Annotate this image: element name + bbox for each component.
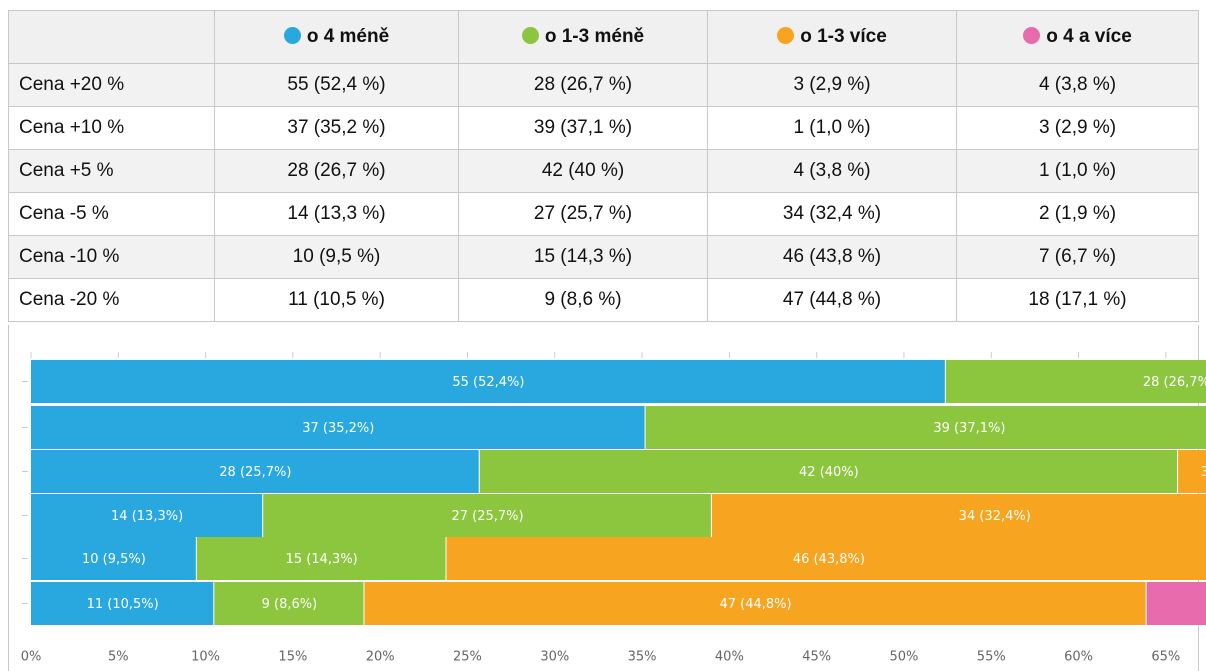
corner-cell: [8, 10, 215, 64]
plot-area: 55 (52,4%) 37 (35,2%) 28 (25,7%) 14 (13,3%)…: [31, 360, 1206, 625]
bar-label: 42 (40%): [799, 465, 859, 480]
bar-segment: [645, 406, 1206, 449]
table-cell: 1 (1,0 %): [956, 149, 1199, 193]
column-header-text: o 1-3 více: [800, 26, 887, 47]
table-row: Cena -20 % 11 (10,5 %) 9 (8,6 %) 47 (44,8 %…: [8, 278, 1199, 322]
legend-dot: [777, 27, 795, 44]
table-cell: 18 (17,1 %): [956, 278, 1199, 322]
row-label: Cena -10 %: [8, 235, 215, 279]
header-row: o 4 méně o 1-3 méně o 1-3 více o 4 a více: [8, 10, 1199, 64]
table-row: Cena +10 % 37 (35,2 %) 39 (37,1 %) 1 (1,0 %…: [8, 106, 1199, 150]
x-tick-label: 40%: [715, 650, 744, 665]
legend-dot: [1023, 27, 1041, 44]
bar-segment: [196, 537, 446, 580]
table-cell: 9 (8,6 %): [458, 278, 708, 322]
row-label: Cena +20 %: [8, 63, 215, 107]
bar-label: 15 (14,3%): [286, 552, 358, 567]
bar-segment: [31, 360, 945, 403]
bar-segment: [1178, 450, 1206, 493]
x-tick-label: 30%: [540, 650, 569, 665]
bar-label: 46 (43,8%): [793, 552, 865, 567]
bar-segment: [479, 450, 1178, 493]
column-header-text: o 4 méně: [306, 26, 390, 47]
x-tick-label: 10%: [191, 650, 220, 665]
bar-segment: [945, 360, 1206, 403]
table-cell: 2 (1,9 %): [956, 192, 1199, 236]
column-header-text: o 1-3 méně: [544, 26, 645, 47]
x-tick-label: 50%: [890, 650, 919, 665]
bar-label: 3,8: [1201, 465, 1206, 480]
table-cell: 37 (35,2 %): [214, 106, 459, 150]
row-label: Cena +10 %: [8, 106, 215, 150]
bar-segment: [31, 537, 196, 580]
bar-label: 39 (37,1%): [933, 421, 1005, 436]
bar-segment: [31, 450, 479, 493]
bar-label: 10 (9,5%): [82, 552, 146, 567]
x-tick-label: 15%: [278, 650, 307, 665]
bar-segment: [364, 582, 1146, 625]
table-cell: 7 (6,7 %): [956, 235, 1199, 279]
table-cell: 15 (14,3 %): [458, 235, 708, 279]
bar-label: 34 (32,4%): [959, 509, 1031, 524]
bar-segment: [214, 582, 364, 625]
bar-label: 11 (10,5%): [87, 597, 159, 612]
table-cell: 34 (32,4 %): [707, 192, 957, 236]
legend-dot: [283, 27, 301, 44]
data-table: o 4 méně o 1-3 méně o 1-3 více o 4 a více C…: [8, 10, 1199, 322]
x-tick-label: 45%: [802, 650, 831, 665]
table-cell: 4 (3,8 %): [707, 149, 957, 193]
bar-segment: [263, 494, 711, 537]
bar-label: 55 (52,4%): [452, 375, 524, 390]
row-label: Cena +5 %: [8, 149, 215, 193]
x-tick-label: 20%: [366, 650, 395, 665]
table-cell: 4 (3,8 %): [956, 63, 1199, 107]
table-cell: 55 (52,4 %): [214, 63, 459, 107]
column-header: o 1-3 více: [707, 10, 957, 64]
bar-label: 28 (25,7%): [219, 465, 291, 480]
table-cell: 14 (13,3 %): [214, 192, 459, 236]
x-tick-label: 5%: [108, 650, 129, 665]
legend-dot: [521, 27, 539, 44]
bar-label: 37 (35,2%): [302, 421, 374, 436]
column-header-text: o 4 a více: [1046, 26, 1132, 47]
bar-segment: [31, 406, 645, 449]
table-cell: 39 (37,1 %): [458, 106, 708, 150]
bar-segment: [711, 494, 1206, 537]
table-cell: 27 (25,7 %): [458, 192, 708, 236]
x-tick-label: 60%: [1064, 650, 1093, 665]
table-row: Cena +20 % 55 (52,4 %) 28 (26,7 %) 3 (2,9 %…: [8, 63, 1199, 107]
bar-segment: [1146, 582, 1206, 625]
table-cell: 1 (1,0 %): [707, 106, 957, 150]
bar-segment: [446, 537, 1206, 580]
bar-label: 27 (25,7%): [451, 509, 523, 524]
bar-label: 14 (13,3%): [111, 509, 183, 524]
table-cell: 47 (44,8 %): [707, 278, 957, 322]
table-cell: 46 (43,8 %): [707, 235, 957, 279]
table-cell: 3 (2,9 %): [707, 63, 957, 107]
x-tick-label: 65%: [1151, 650, 1180, 665]
table-cell: 10 (9,5 %): [214, 235, 459, 279]
bar-label: 28 (26,7%): [1143, 375, 1206, 390]
bar-label: 9 (8,6%): [262, 597, 318, 612]
table-cell: 11 (10,5 %): [214, 278, 459, 322]
bar-segment: [31, 582, 214, 625]
bar-label: 47 (44,8%): [719, 597, 791, 612]
table-row: Cena -10 % 10 (9,5 %) 15 (14,3 %) 46 (43,8 …: [8, 235, 1199, 279]
table-cell: 3 (2,9 %): [956, 106, 1199, 150]
x-tick-label: 25%: [453, 650, 482, 665]
x-tick-label: 55%: [977, 650, 1006, 665]
table-cell: 28 (26,7 %): [458, 63, 708, 107]
table-row: Cena -5 % 14 (13,3 %) 27 (25,7 %) 34 (32,4 …: [8, 192, 1199, 236]
row-label: Cena -20 %: [8, 278, 215, 322]
bar-segment: [31, 494, 263, 537]
table-cell: 42 (40 %): [458, 149, 708, 193]
x-tick-label: 0%: [21, 650, 42, 665]
x-tick-label: 35%: [628, 650, 657, 665]
column-header: o 4 a více: [956, 10, 1199, 64]
